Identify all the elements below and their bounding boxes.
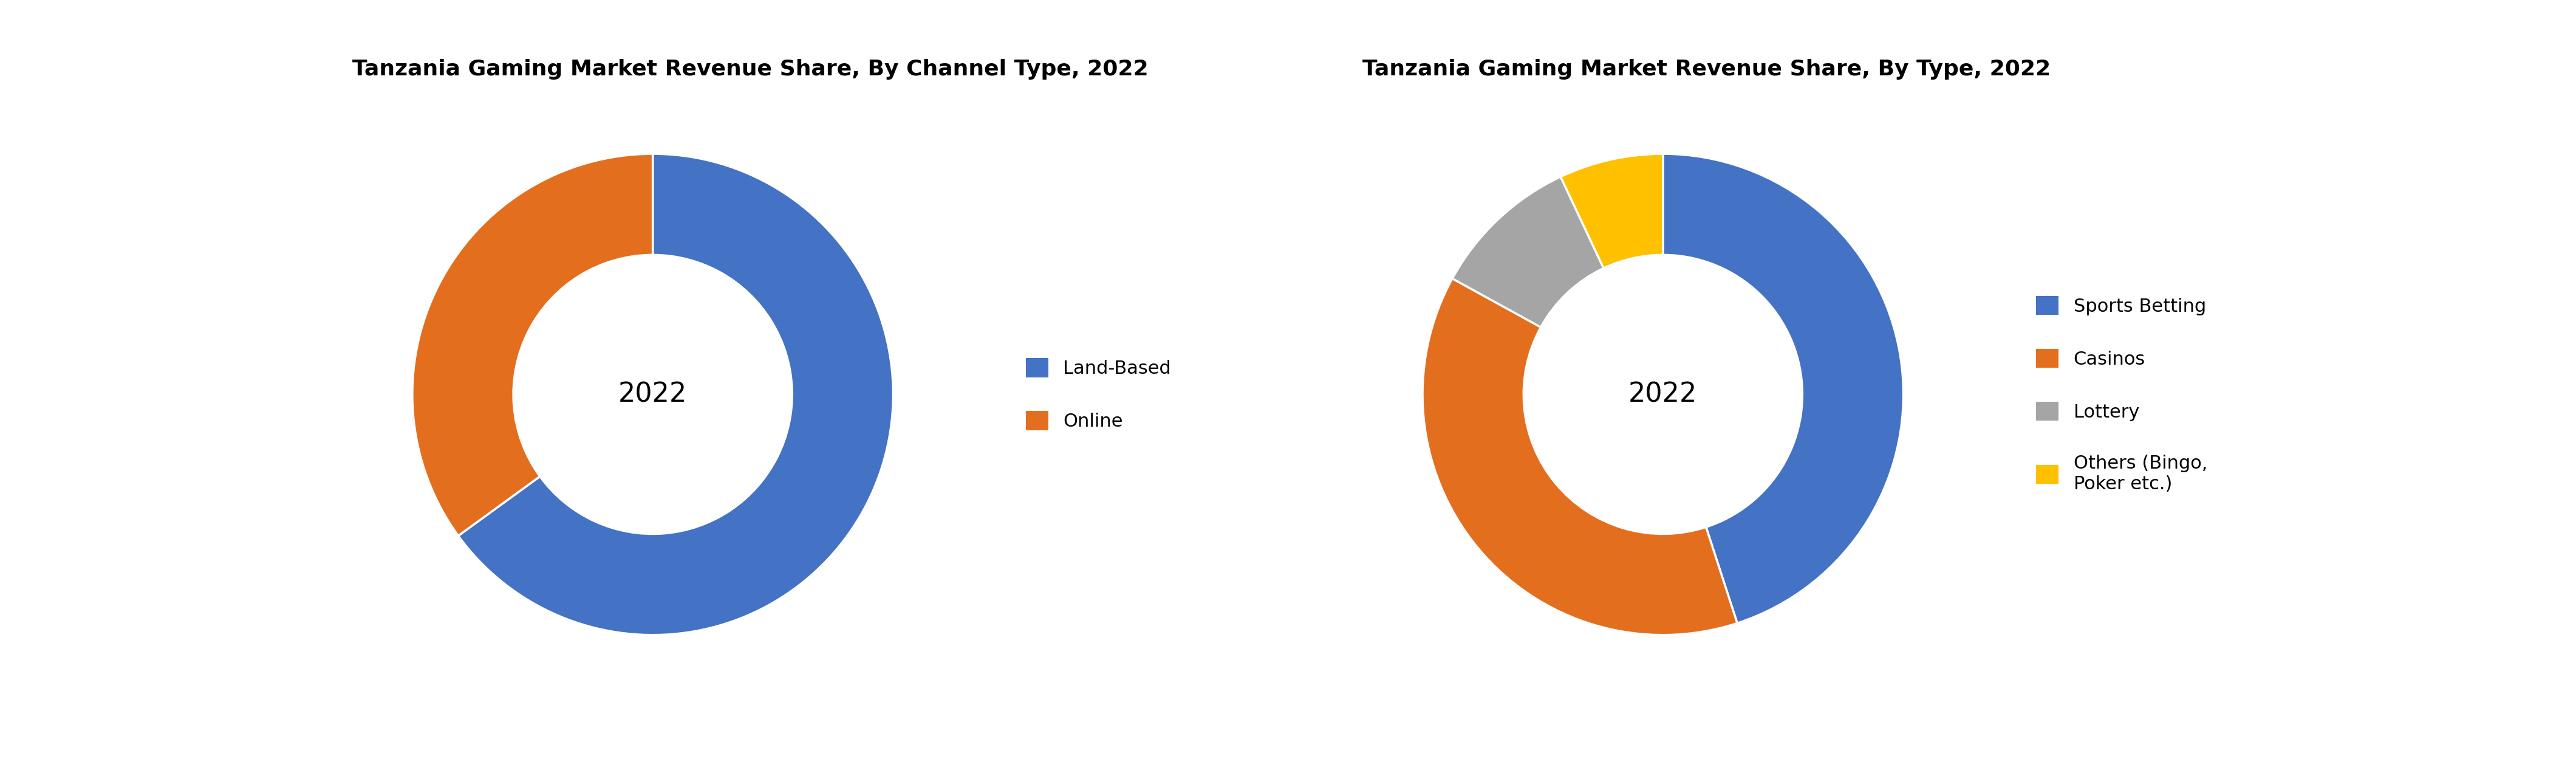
Wedge shape: [1453, 177, 1605, 327]
Text: 2022: 2022: [618, 381, 688, 408]
Text: 2022: 2022: [1628, 381, 1698, 408]
Wedge shape: [1561, 154, 1664, 268]
Wedge shape: [459, 154, 894, 635]
Legend: Sports Betting, Casinos, Lottery, Others (Bingo,
Poker etc.): Sports Betting, Casinos, Lottery, Others…: [2027, 287, 2215, 502]
Wedge shape: [1422, 279, 1736, 635]
Wedge shape: [412, 154, 652, 536]
Legend: Land-Based, Online: Land-Based, Online: [1018, 349, 1180, 440]
Text: Tanzania Gaming Market Revenue Share, By Channel Type, 2022: Tanzania Gaming Market Revenue Share, By…: [353, 59, 1149, 80]
Text: Tanzania Gaming Market Revenue Share, By Type, 2022: Tanzania Gaming Market Revenue Share, By…: [1363, 59, 2050, 80]
Wedge shape: [1664, 154, 1904, 623]
